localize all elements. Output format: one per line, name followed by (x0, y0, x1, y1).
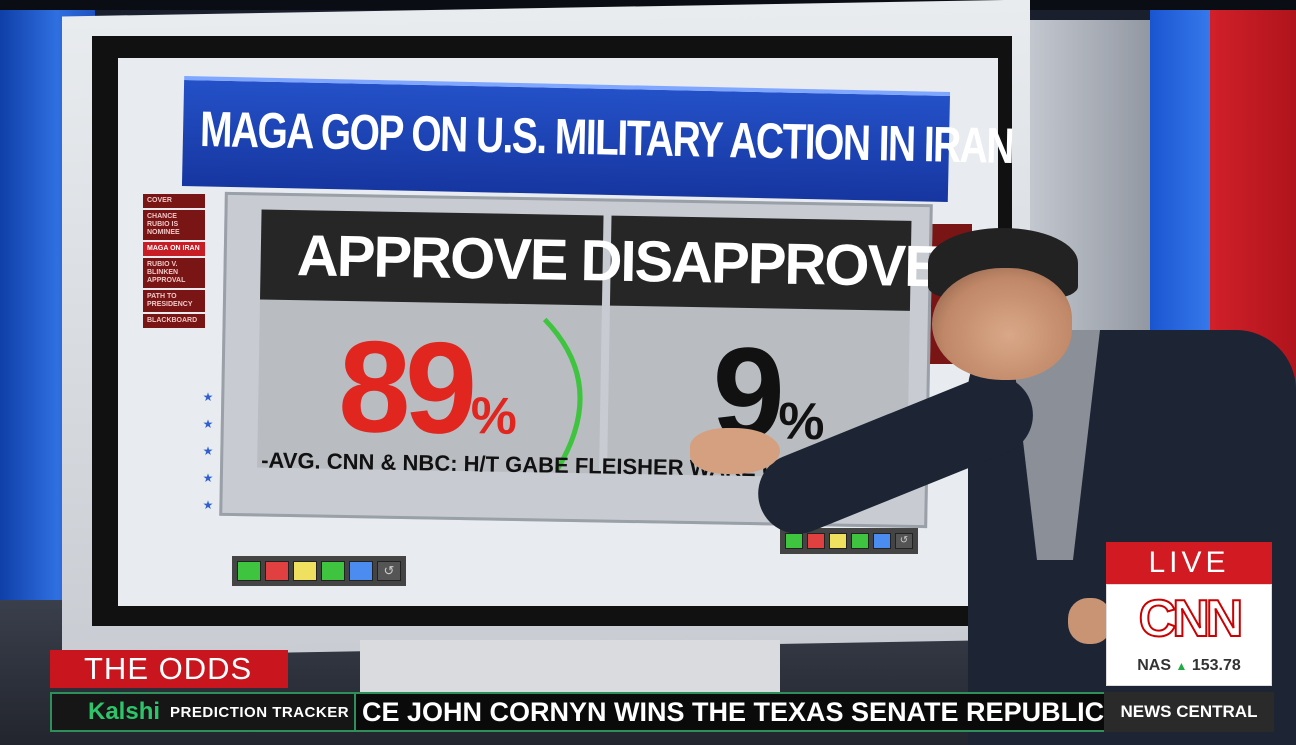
anchor-pointing-hand (690, 428, 780, 474)
cnn-logo: CNN (1138, 589, 1245, 649)
sponsor-badge: Kalshi PREDICTION TRACKER (50, 692, 356, 732)
color-picker-right: ↺ (780, 528, 918, 554)
sponsor-subtitle: PREDICTION TRACKER (170, 703, 350, 721)
stock-symbol: NAS (1137, 657, 1172, 674)
live-badge: LIVE (1106, 542, 1272, 584)
graphic-side-menu: COVER CHANCE RUBIO IS NOMINEE MAGA ON IR… (143, 194, 205, 330)
network-bug: CNN NAS ▲ 153.78 (1106, 584, 1272, 686)
swatch-green-2[interactable] (851, 533, 869, 549)
color-picker-left: ↺ (232, 556, 406, 586)
telestrator-arc (542, 317, 583, 471)
stock-value: 153.78 (1191, 657, 1241, 674)
undo-icon[interactable]: ↺ (895, 533, 913, 549)
disapprove-label: DISAPPROVE (580, 215, 941, 311)
menu-item-path-to-presidency[interactable]: PATH TO PRESIDENCY (143, 290, 205, 312)
up-triangle-icon: ▲ (1175, 659, 1188, 673)
swatch-green[interactable] (785, 533, 803, 549)
swatch-green[interactable] (237, 561, 261, 581)
star-icon: ★ (202, 444, 214, 458)
approve-value-wrap: 89% (337, 313, 518, 461)
star-icon: ★ (202, 498, 214, 512)
swatch-red[interactable] (265, 561, 289, 581)
menu-item-cover[interactable]: COVER (143, 194, 205, 208)
star-icon: ★ (202, 390, 214, 404)
studio-ceiling (0, 0, 1296, 10)
swatch-blue[interactable] (873, 533, 891, 549)
menu-item-blackboard[interactable]: BLACKBOARD (143, 314, 205, 328)
anchor-head (932, 268, 1072, 380)
poll-panel: APPROVE 89% DISAPPROVE 9% -AVG. CNN & NB… (219, 191, 941, 529)
star-column: ★ ★ ★ ★ ★ (200, 384, 216, 519)
swatch-yellow[interactable] (829, 533, 847, 549)
approve-label: APPROVE (260, 209, 604, 306)
monitor-stand (360, 640, 780, 700)
approve-percent: % (470, 387, 518, 446)
star-icon: ★ (202, 471, 214, 485)
approve-value: 89 (337, 312, 473, 462)
anchor-hand (1068, 598, 1112, 644)
swatch-green-2[interactable] (321, 561, 345, 581)
swatch-yellow[interactable] (293, 561, 317, 581)
segment-tag: THE ODDS (50, 650, 288, 688)
menu-item-rubio-blinken[interactable]: RUBIO V. BLINKEN APPROVAL (143, 258, 205, 288)
network-label: NEWS CENTRAL (1104, 692, 1274, 732)
news-crawl: CE JOHN CORNYN WINS THE TEXAS SENATE REP… (362, 697, 1104, 727)
undo-icon[interactable]: ↺ (377, 561, 401, 581)
kalshi-logo: Kalshi (88, 698, 161, 725)
graphic-headline: MAGA GOP ON U.S. MILITARY ACTION IN IRAN (199, 101, 1014, 175)
swatch-blue[interactable] (349, 561, 373, 581)
star-icon: ★ (202, 417, 214, 431)
menu-item-maga-on-iran[interactable]: MAGA ON IRAN (143, 242, 205, 256)
swatch-red[interactable] (807, 533, 825, 549)
stock-ticker: NAS ▲ 153.78 (1107, 657, 1271, 675)
menu-item-chance-rubio[interactable]: CHANCE RUBIO IS NOMINEE (143, 210, 205, 240)
approve-box: APPROVE 89% (257, 209, 604, 474)
